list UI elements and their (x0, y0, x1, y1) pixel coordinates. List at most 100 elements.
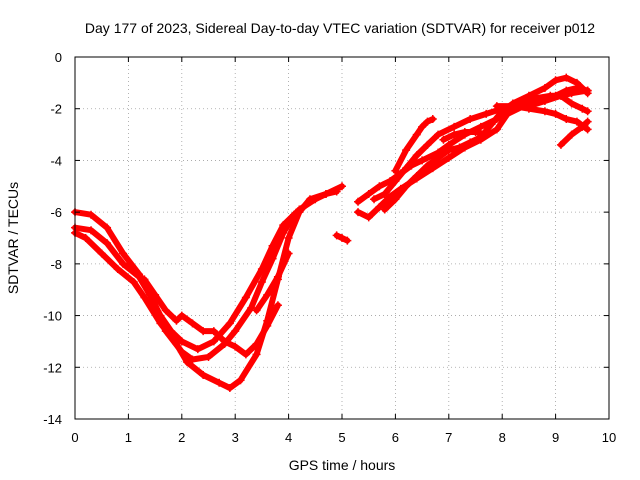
y-tick-label: -12 (43, 360, 62, 375)
data-point (332, 231, 341, 240)
data-point (225, 383, 234, 392)
data-point (370, 195, 379, 204)
data-point (225, 319, 234, 328)
data-point (572, 78, 581, 87)
x-tick-label: 5 (338, 430, 345, 445)
data-point (167, 327, 176, 336)
data-point (380, 190, 389, 199)
data-point (209, 327, 218, 336)
data-point (583, 125, 592, 134)
data-point (476, 122, 485, 131)
x-tick-label: 3 (232, 430, 239, 445)
x-tick-label: 2 (178, 430, 185, 445)
data-series (71, 73, 592, 392)
series-line (141, 276, 281, 358)
data-point (215, 378, 224, 387)
data-point (236, 376, 245, 385)
y-tick-label: -4 (50, 153, 62, 168)
data-point (423, 140, 432, 149)
data-point (434, 153, 443, 162)
data-point (402, 164, 411, 173)
data-point (412, 151, 421, 160)
data-point (434, 130, 443, 139)
data-point (231, 342, 240, 351)
data-point (567, 130, 576, 139)
data-point (412, 130, 421, 139)
data-point (540, 107, 549, 116)
data-point (156, 311, 165, 320)
data-point (551, 76, 560, 85)
data-point (177, 337, 186, 346)
data-point (295, 205, 304, 214)
x-axis-ticks: 0 1 2 3 4 5 6 7 8 9 10 (71, 57, 616, 445)
data-point (386, 192, 395, 201)
data-point (343, 236, 352, 245)
x-axis-label: GPS time / hours (289, 457, 396, 473)
y-tick-label: 0 (55, 50, 62, 65)
data-point (252, 350, 261, 359)
data-point (412, 171, 421, 180)
data-point (119, 259, 128, 268)
data-point (578, 122, 587, 131)
x-tick-label: 10 (602, 430, 616, 445)
data-point (247, 303, 256, 312)
data-point (177, 311, 186, 320)
data-point (321, 190, 330, 199)
data-point (231, 327, 240, 336)
series-track-13 (492, 102, 592, 134)
data-point (455, 143, 464, 152)
data-point (492, 102, 501, 111)
x-tick-label: 0 (71, 430, 78, 445)
x-tick-label: 7 (445, 430, 452, 445)
y-tick-label: -10 (43, 309, 62, 324)
series-track-14 (556, 117, 592, 149)
data-point (583, 107, 592, 116)
x-tick-label: 4 (285, 430, 292, 445)
data-point (418, 156, 427, 165)
data-point (444, 153, 453, 162)
data-point (273, 301, 282, 310)
data-point (87, 210, 96, 219)
data-point (418, 122, 427, 131)
y-tick-label: -14 (43, 412, 62, 427)
series-track-6 (332, 231, 352, 245)
data-point (567, 99, 576, 108)
data-point (257, 265, 266, 274)
data-point (450, 130, 459, 139)
y-tick-label: -8 (50, 257, 62, 272)
data-point (103, 239, 112, 248)
data-point (279, 221, 288, 230)
data-point (161, 306, 170, 315)
data-point (241, 293, 250, 302)
data-point (482, 109, 491, 118)
data-point (428, 115, 437, 124)
series-track-5 (252, 249, 293, 315)
data-point (332, 187, 341, 196)
data-point (263, 321, 272, 330)
data-point (268, 241, 277, 250)
data-point (556, 91, 565, 100)
data-point (402, 146, 411, 155)
series-track-12 (439, 127, 491, 144)
data-point (364, 190, 373, 199)
data-point (338, 234, 346, 242)
data-point (119, 249, 128, 258)
data-point (562, 86, 571, 95)
data-point (151, 290, 160, 299)
data-point (487, 120, 496, 129)
data-point (183, 358, 192, 367)
data-point (172, 316, 181, 325)
data-point (188, 319, 197, 328)
series-line (371, 92, 591, 203)
data-point (508, 102, 517, 111)
data-point (546, 91, 555, 100)
data-point (492, 125, 501, 134)
data-point (97, 249, 106, 258)
data-point (199, 371, 208, 380)
data-point (375, 182, 384, 191)
data-point (273, 272, 282, 281)
series-track-3 (71, 195, 320, 354)
data-point (572, 117, 581, 126)
series-track-10 (380, 73, 592, 214)
data-point (311, 195, 320, 204)
